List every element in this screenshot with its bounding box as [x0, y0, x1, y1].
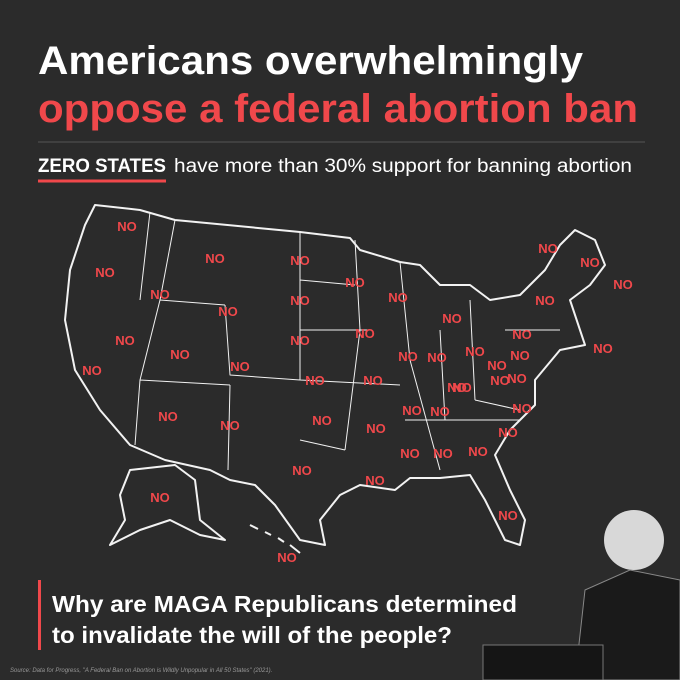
state-label: NO — [507, 371, 527, 386]
alaska-outline — [109, 464, 226, 546]
state-label: NO — [452, 380, 472, 395]
head — [604, 510, 664, 570]
state-label: NO — [510, 348, 530, 363]
state-label: NO — [158, 409, 178, 424]
us-map — [64, 204, 606, 554]
subtitle-highlight: ZERO STATES — [38, 156, 166, 177]
state-label: NO — [205, 251, 225, 266]
title-line1: Americans overwhelmingly — [38, 39, 584, 83]
state-label: NO — [580, 255, 600, 270]
state-label: NO — [170, 347, 190, 362]
state-label: NO — [82, 363, 102, 378]
state-label: NO — [512, 401, 532, 416]
state-label: NO — [95, 265, 115, 280]
state-label: NO — [402, 403, 422, 418]
state-label: NO — [290, 293, 310, 308]
state-label: NO — [433, 446, 453, 461]
state-label: NO — [292, 463, 312, 478]
state-label: NO — [400, 446, 420, 461]
podium — [482, 644, 604, 680]
state-label: NO — [487, 358, 507, 373]
source: Source: Data for Progress, "A Federal Ba… — [10, 668, 272, 674]
state-label: NO — [150, 287, 170, 302]
accent-bar — [38, 580, 41, 650]
state-label: NO — [398, 349, 418, 364]
state-label: NO — [468, 444, 488, 459]
state-label: NO — [535, 293, 555, 308]
state-label: NO — [290, 253, 310, 268]
state-label: NO — [498, 508, 518, 523]
podium-figure — [482, 510, 680, 680]
state-label: NO — [388, 290, 408, 305]
state-label: NO — [538, 241, 558, 256]
state-label: NO — [218, 304, 238, 319]
state-label: NO — [363, 373, 383, 388]
state-label: NO — [447, 380, 467, 395]
state-label: NO — [230, 359, 250, 374]
state-label: NO — [498, 425, 518, 440]
state-borders — [134, 211, 560, 471]
state-label: NO — [290, 333, 310, 348]
state-label: NO — [355, 326, 375, 341]
title-line2: oppose a federal abortion ban — [38, 87, 638, 131]
state-label: NO — [117, 219, 137, 234]
state-label: NO — [345, 275, 365, 290]
state-label: NO — [312, 413, 332, 428]
state-label: NO — [593, 341, 613, 356]
state-label: NO — [442, 311, 462, 326]
state-label: NO — [305, 373, 325, 388]
hawaii-outline — [249, 524, 301, 554]
state-label: NO — [220, 418, 240, 433]
state-label: NO — [465, 344, 485, 359]
state-label: NO — [277, 550, 297, 565]
state-label: NO — [366, 421, 386, 436]
state-label: NO — [430, 404, 450, 419]
question-line2: to invalidate the will of the people? — [52, 622, 452, 648]
state-label: NO — [427, 350, 447, 365]
state-label: NO — [150, 490, 170, 505]
continental-outline — [64, 204, 606, 546]
subtitle-rest: have more than 30% support for banning a… — [174, 156, 632, 177]
state-label: NO — [613, 277, 633, 292]
state-label: NO — [512, 327, 532, 342]
state-label: NO — [115, 333, 135, 348]
state-label: NO — [365, 473, 385, 488]
question-line1: Why are MAGA Republicans determined — [52, 591, 517, 617]
state-label: NO — [490, 373, 510, 388]
